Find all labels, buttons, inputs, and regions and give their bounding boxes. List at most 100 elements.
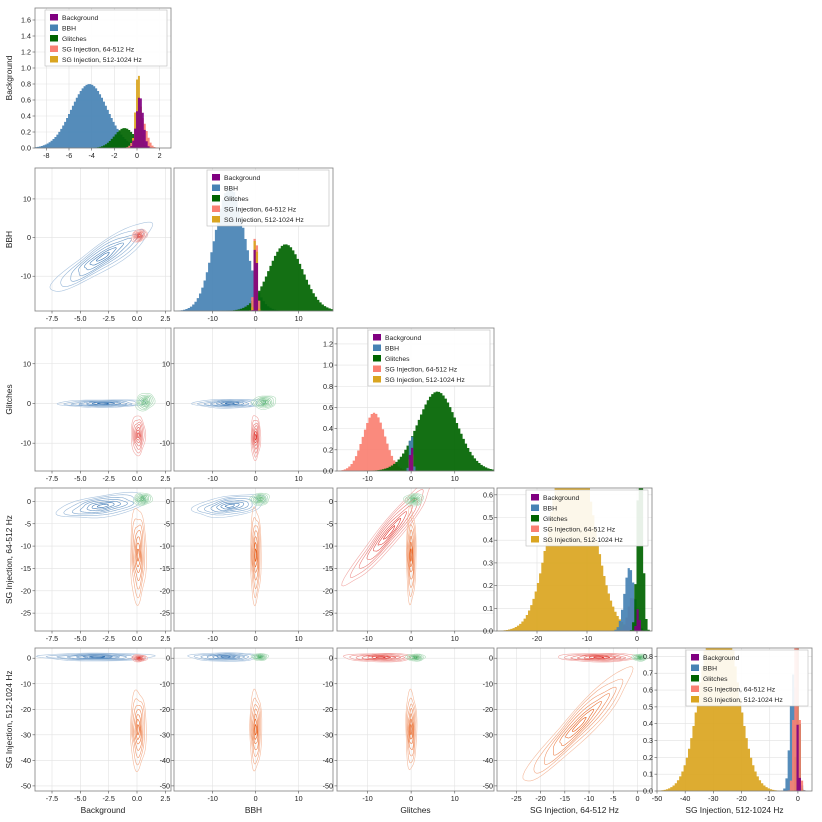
- contour-sg-injection-512-1024-hz: [406, 505, 417, 606]
- y-tick-label: -20: [160, 586, 170, 595]
- contour-glitches: [139, 497, 146, 501]
- y-axis-label-bbh: BBH: [4, 231, 14, 248]
- contour-glitches: [252, 494, 267, 504]
- panel-sg-injection-512-1024-hz-vs-bbh: -10 0 10 -50 -40 -30 -20 -10 0: [160, 647, 334, 803]
- x-tick-label: -10: [362, 794, 372, 803]
- contour-sg-injection-64-512-hz: [589, 656, 611, 659]
- contour-bbh: [56, 653, 133, 660]
- x-tick-label: 0.0: [132, 474, 142, 483]
- contour-bbh: [209, 400, 250, 407]
- x-tick-label: -5.0: [74, 314, 86, 323]
- legend-entry-bbh: BBH: [62, 26, 76, 33]
- y-tick-label: 0.8: [323, 382, 333, 391]
- y-axis-label-sg-injection-64-512-hz: SG Injection, 64-512 Hz: [4, 515, 14, 604]
- x-tick-label: -20: [532, 634, 542, 643]
- x-tick-label: -2.5: [102, 634, 114, 643]
- histogram-background: [174, 249, 333, 311]
- contour-sg-injection-512-1024-hz: [409, 718, 413, 740]
- contour-glitches: [409, 496, 419, 503]
- y-tick-label: -10: [21, 542, 31, 551]
- panel-frame: [173, 167, 334, 312]
- contour-bbh: [203, 400, 254, 407]
- contour-glitches: [253, 654, 266, 660]
- contour-sg-injection-64-512-hz: [138, 657, 141, 659]
- contour-glitches: [135, 495, 149, 504]
- contour-glitches: [635, 655, 645, 660]
- legend-swatch-sg-injection-64-512-hz: [50, 45, 58, 52]
- contour-area: [56, 393, 156, 457]
- y-tick-label: -20: [323, 705, 333, 714]
- legend-swatch-sg-injection-512-1024-hz: [212, 216, 220, 223]
- legend-entry-background: Background: [385, 335, 421, 342]
- legend-box: [525, 489, 649, 547]
- contour-bbh: [220, 402, 240, 405]
- x-tick-label: 0: [409, 474, 413, 483]
- contour-sg-injection-64-512-hz: [570, 654, 627, 661]
- contour-glitches: [142, 399, 148, 405]
- contour-bbh: [79, 499, 128, 513]
- contour-sg-injection-512-1024-hz: [250, 697, 262, 765]
- contour-glitches: [255, 654, 265, 659]
- x-tick-label: -7.5: [46, 634, 58, 643]
- contour-area: [187, 652, 269, 772]
- contour-sg-injection-512-1024-hz: [136, 548, 140, 562]
- histogram-sg-injection-512-1024-hz: [497, 488, 652, 631]
- contour-sg-injection-64-512-hz: [349, 653, 411, 662]
- x-tick-label: 0: [135, 151, 139, 160]
- y-tick-label: 10: [23, 194, 31, 203]
- x-tick-label: 2.5: [160, 314, 170, 323]
- legend-entry-glitches: Glitches: [224, 196, 249, 203]
- contour-bbh: [203, 498, 253, 514]
- y-tick-label: 0: [166, 497, 170, 506]
- legend-box: [367, 329, 491, 387]
- contour-sg-injection-64-512-hz: [383, 525, 396, 540]
- contour-sg-injection-64-512-hz: [583, 655, 616, 660]
- contour-sg-injection-64-512-hz: [138, 234, 141, 237]
- contour-sg-injection-512-1024-hz: [254, 724, 257, 736]
- contour-glitches: [139, 396, 150, 407]
- x-tick-label: 0.0: [132, 794, 142, 803]
- contour-sg-injection-512-1024-hz: [572, 717, 587, 732]
- contour-bbh: [66, 654, 127, 660]
- x-axis-label-bbh: BBH: [245, 805, 262, 815]
- legend-swatch-sg-injection-64-512-hz: [531, 525, 539, 532]
- contour-bbh: [193, 653, 255, 661]
- contour-sg-injection-64-512-hz: [135, 656, 143, 660]
- x-tick-label: -10: [765, 794, 775, 803]
- y-tick-label: 0.6: [21, 96, 31, 105]
- contour-sg-injection-64-512-hz: [135, 426, 142, 444]
- y-tick-label: 0.4: [21, 112, 31, 121]
- legend-swatch-background: [50, 14, 58, 21]
- y-tick-label: -10: [160, 679, 170, 688]
- y-tick-label: 1.0: [21, 64, 31, 73]
- contour-sg-injection-512-1024-hz: [406, 516, 416, 598]
- y-tick-label: -20: [21, 586, 31, 595]
- panel-frame: [336, 647, 495, 792]
- y-tick-label: -10: [483, 679, 493, 688]
- contour-area: [35, 652, 156, 773]
- x-tick-label: -6: [66, 151, 72, 160]
- contour-glitches: [249, 492, 270, 506]
- contour-sg-injection-512-1024-hz: [405, 688, 418, 771]
- panel-frame: [173, 487, 334, 632]
- x-tick-label: 10: [451, 474, 459, 483]
- x-tick-label: 0.0: [132, 314, 142, 323]
- contour-glitches: [262, 401, 266, 404]
- contour-bbh: [70, 233, 139, 282]
- x-tick-label: -7.5: [46, 314, 58, 323]
- histogram-sg-injection-512-1024-hz: [657, 648, 812, 791]
- contour-bbh: [220, 503, 240, 510]
- y-axis-label-background: Background: [4, 55, 14, 100]
- y-tick-label: -50: [160, 781, 170, 790]
- x-tick-label: -2.5: [102, 794, 114, 803]
- legend-entry-sg-injection-512-1024-hz: SG Injection, 512-1024 Hz: [543, 537, 623, 544]
- legend-entry-glitches: Glitches: [543, 516, 568, 523]
- contour-bbh: [224, 504, 235, 508]
- contour-sg-injection-64-512-hz: [134, 424, 142, 447]
- y-tick-label: 0.8: [643, 652, 653, 661]
- y-tick-label: -5: [164, 519, 170, 528]
- legend-entry-glitches: Glitches: [385, 356, 410, 363]
- y-tick-label: 0.3: [483, 558, 493, 567]
- contour-sg-injection-512-1024-hz: [552, 693, 611, 756]
- y-tick-label: 0.2: [21, 128, 31, 137]
